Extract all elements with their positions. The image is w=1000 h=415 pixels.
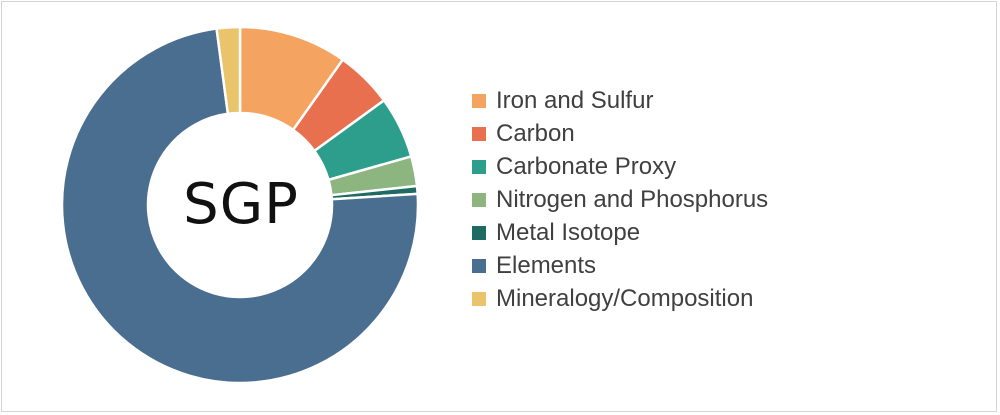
legend-swatch [472,126,486,141]
legend-label: Carbonate Proxy [496,152,677,180]
donut-slice-6 [215,25,242,116]
legend-swatch [472,192,486,207]
legend-item: Nitrogen and Phosphorus [472,183,768,216]
legend-item: Elements [472,249,768,282]
legend-item: Carbon [472,117,768,150]
legend-item: Metal Isotope [472,216,768,249]
legend-item: Carbonate Proxy [472,150,768,183]
donut-slices [60,25,420,385]
legend-label: Carbon [496,119,575,147]
legend: Iron and Sulfur Carbon Carbonate Proxy Nitr… [472,84,768,315]
legend-item: Mineralogy/Composition [472,282,768,315]
legend-label: Elements [496,251,597,279]
donut-slice-5 [60,27,420,385]
legend-label: Mineralogy/Composition [496,284,754,312]
legend-label: Nitrogen and Phosphorus [496,185,769,213]
legend-swatch [472,93,486,108]
legend-item: Iron and Sulfur [472,84,768,117]
legend-label: Metal Isotope [496,218,641,246]
legend-swatch [472,225,486,240]
legend-swatch [472,291,486,306]
legend-swatch [472,159,486,174]
legend-swatch [472,258,486,273]
center-label: SGP [183,172,299,237]
legend-label: Iron and Sulfur [496,86,654,114]
